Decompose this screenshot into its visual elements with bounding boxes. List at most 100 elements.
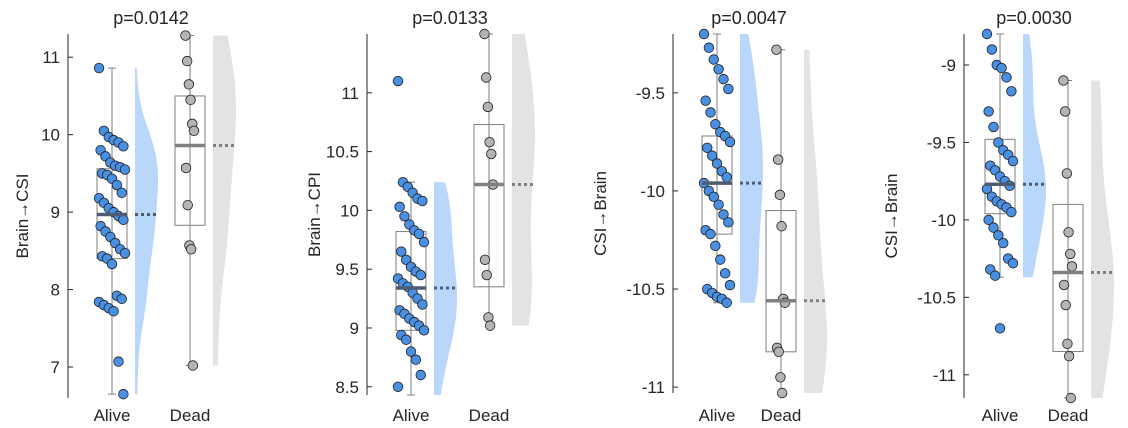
data-point-dead: [1063, 350, 1075, 362]
x-category-label: Dead: [469, 406, 510, 425]
data-point-dead: [1065, 248, 1076, 260]
data-point-alive: [988, 222, 999, 233]
density-cloud-alive: [1023, 34, 1046, 278]
data-point-dead: [188, 125, 200, 137]
data-point-dead: [187, 360, 199, 371]
data-point-alive: [718, 209, 729, 220]
x-category-label: Alive: [94, 406, 131, 425]
data-point-alive: [703, 42, 715, 53]
data-point-alive: [724, 136, 736, 148]
y-axis-label: CSI→Brain: [882, 173, 901, 258]
data-point-alive: [715, 254, 726, 265]
y-tick-label: 8: [51, 281, 60, 300]
y-tick-label: -10.5: [626, 280, 665, 299]
y-tick-label: 9: [350, 319, 359, 338]
y-tick-label: 10.5: [326, 143, 359, 162]
data-point-dead: [1059, 106, 1071, 117]
data-point-alive: [1006, 206, 1017, 218]
x-category-label: Dead: [1048, 406, 1089, 425]
data-point-alive: [700, 95, 711, 106]
x-category-label: Alive: [982, 406, 1019, 425]
density-cloud-dead: [213, 35, 236, 366]
data-point-alive: [723, 217, 734, 228]
density-cloud-dead: [1091, 80, 1114, 398]
data-point-dead: [486, 148, 497, 160]
data-point-dead: [1058, 279, 1070, 291]
data-point-alive: [413, 228, 425, 240]
data-point-alive: [417, 195, 428, 207]
data-point-dead: [480, 72, 492, 83]
chart-title: p=0.0030: [996, 8, 1072, 28]
data-point-alive: [721, 297, 732, 308]
data-point-alive: [119, 247, 131, 259]
data-point-alive: [111, 179, 123, 191]
y-axis-label: CSI→Brain: [591, 171, 610, 256]
data-point-alive: [415, 369, 426, 381]
data-point-dead: [1065, 392, 1077, 404]
data-point-dead: [775, 372, 786, 383]
data-point-dead: [1063, 227, 1074, 238]
data-point-dead: [1062, 338, 1073, 349]
y-tick-label: 7: [51, 358, 60, 377]
data-point-alive: [410, 354, 422, 365]
data-point-alive: [996, 62, 1007, 74]
y-axis-label: Brain→CPI: [305, 172, 324, 257]
data-point-dead: [183, 79, 195, 90]
data-point-dead: [185, 94, 196, 106]
data-point-dead: [481, 269, 492, 281]
data-point-alive: [706, 150, 718, 161]
data-point-alive: [724, 279, 736, 291]
data-point-alive: [721, 172, 732, 183]
y-tick-label: -10.5: [917, 288, 956, 307]
data-point-dead: [774, 189, 786, 201]
y-axis-label: Brain→CSI: [13, 173, 32, 258]
data-point-alive: [392, 75, 404, 87]
data-point-alive: [713, 64, 724, 75]
data-point-alive: [392, 381, 404, 392]
x-category-label: Dead: [170, 406, 211, 425]
data-point-alive: [989, 270, 1001, 281]
data-point-alive: [113, 356, 124, 367]
data-point-alive: [711, 158, 723, 169]
data-point-dead: [182, 199, 193, 211]
y-tick-label: -9.5: [636, 84, 665, 103]
data-point-dead: [484, 136, 495, 148]
data-point-alive: [106, 258, 118, 270]
data-point-alive: [723, 83, 734, 95]
data-point-dead: [1061, 168, 1073, 179]
y-tick-label: 11: [341, 84, 359, 103]
x-category-label: Alive: [393, 406, 430, 425]
y-tick-label: 9.5: [335, 260, 359, 279]
data-point-alive: [1007, 258, 1019, 269]
y-tick-label: 11: [42, 48, 60, 67]
data-point-alive: [698, 28, 710, 40]
data-point-alive: [1006, 86, 1017, 97]
chart-title: p=0.0133: [412, 8, 488, 28]
density-cloud-alive: [135, 68, 158, 395]
data-point-alive: [702, 142, 713, 153]
y-tick-label: 10: [340, 201, 359, 220]
data-point-alive: [718, 73, 729, 85]
density-cloud-dead: [512, 34, 535, 326]
x-category-label: Alive: [699, 406, 736, 425]
data-point-alive: [710, 240, 721, 252]
data-point-alive: [394, 201, 405, 213]
density-cloud-alive: [434, 182, 457, 395]
data-point-dead: [773, 346, 784, 358]
data-point-dead: [776, 387, 788, 399]
data-point-alive: [1001, 72, 1012, 83]
data-point-alive: [400, 334, 412, 345]
data-point-alive: [705, 107, 716, 118]
data-point-alive: [108, 306, 119, 317]
data-point-alive: [119, 164, 131, 175]
data-point-alive: [396, 246, 407, 257]
x-category-label: Dead: [761, 406, 802, 425]
data-point-alive: [983, 106, 994, 117]
chart-title: p=0.0142: [113, 8, 189, 28]
y-tick-label: 8.5: [335, 378, 359, 397]
data-point-dead: [1058, 75, 1069, 86]
data-point-alive: [998, 237, 1009, 249]
data-point-dead: [185, 244, 197, 255]
data-point-alive: [93, 62, 105, 74]
